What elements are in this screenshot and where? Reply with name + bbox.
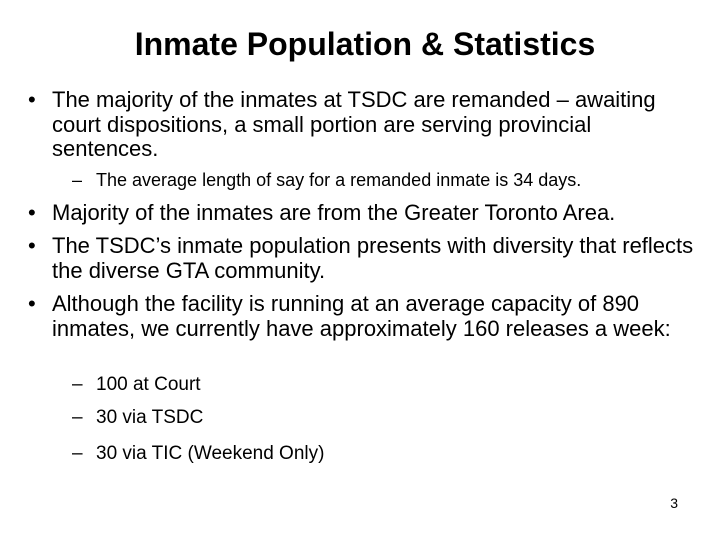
sub-bullet-text: The average length of say for a remanded… [96,170,582,190]
sub-bullet-item: –100 at Court [72,373,702,397]
bullet-text: The majority of the inmates at TSDC are … [52,87,656,161]
sub-bullet-text: 30 via TIC (Weekend Only) [96,443,325,464]
sub-bullet-item: –30 via TSDC [72,406,702,430]
bullet-marker: • [28,200,36,225]
bullet-item: • The majority of the inmates at TSDC ar… [28,87,698,162]
dash-marker: – [72,443,83,464]
bullet-text: The TSDC’s inmate population presents wi… [52,233,694,283]
bullet-text: Although the facility is running at an a… [52,291,671,341]
bullet-marker: • [28,291,36,316]
slide-title: Inmate Population & Statistics [134,26,596,62]
bullet-item: • The TSDC’s inmate population presents … [28,233,698,283]
page-number: 3 [670,495,678,511]
bullet-item: • Although the facility is running at an… [28,291,698,341]
bullet-item: • Majority of the inmates are from the G… [28,200,698,226]
bullet-marker: • [28,233,36,258]
sub-bullet-item: – The average length of say for a remande… [72,168,702,192]
sub-bullet-text: 30 via TSDC [96,407,204,428]
sub-bullet-item: –30 via TIC (Weekend Only) [72,442,702,466]
sub-bullet-text: 100 at Court [96,374,201,395]
dash-marker: – [72,407,83,428]
bullet-marker: • [28,87,36,112]
dash-marker: – [72,170,83,190]
bullet-text: Majority of the inmates are from the Gre… [52,200,616,225]
dash-marker: – [72,374,83,395]
